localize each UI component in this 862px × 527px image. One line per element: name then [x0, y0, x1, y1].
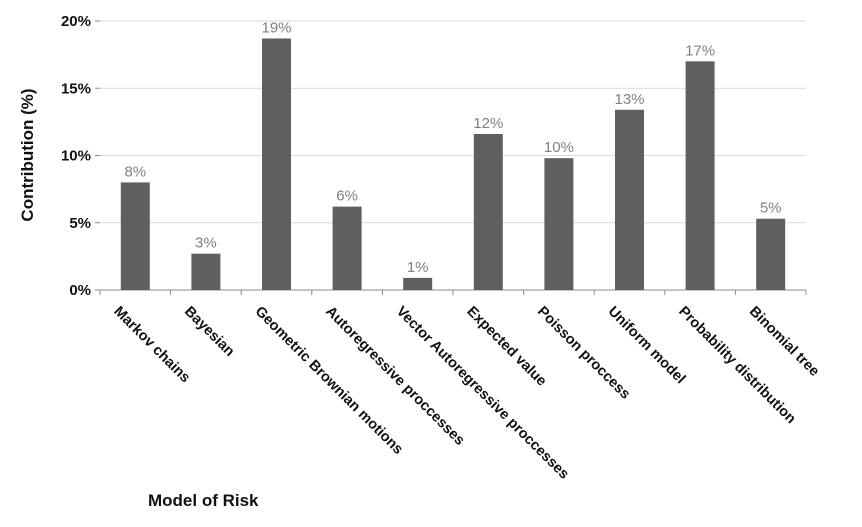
- data-label: 5%: [760, 200, 782, 217]
- y-tick-label: 15%: [61, 80, 91, 97]
- bar: [685, 61, 715, 290]
- y-axis-title: Contribution (%): [18, 88, 37, 221]
- data-label: 17%: [685, 42, 715, 59]
- bar: [756, 218, 786, 290]
- x-tick-label: Markov chains: [110, 304, 193, 387]
- y-tick-label: 0%: [69, 282, 91, 299]
- bars: [120, 38, 786, 291]
- x-tick-label: Bayesian: [181, 304, 237, 360]
- y-tick-label: 10%: [61, 148, 91, 165]
- data-label: 8%: [124, 163, 146, 180]
- data-label: 13%: [614, 91, 644, 108]
- bar: [120, 182, 150, 290]
- y-tick-label: 5%: [69, 215, 91, 232]
- x-tick-label: Autoregressive proccesses: [322, 304, 467, 449]
- data-label: 12%: [473, 115, 503, 132]
- y-axis-ticks: 0% 5% 10% 15% 20%: [61, 13, 100, 299]
- bar: [544, 158, 574, 290]
- bar: [403, 277, 433, 290]
- x-tick-label: Probability distribution: [675, 304, 799, 428]
- data-label: 10%: [544, 139, 574, 156]
- x-tick-label: Binomial tree: [746, 304, 822, 380]
- data-label: 1%: [407, 259, 429, 276]
- bar: [332, 206, 362, 290]
- data-label: 19%: [261, 19, 291, 36]
- bar: [262, 38, 291, 290]
- data-label: 6%: [336, 188, 358, 205]
- data-label: 3%: [195, 235, 217, 252]
- y-tick-label: 20%: [61, 13, 91, 30]
- data-labels: 8% 3% 19% 6% 1% 12% 10% 13% 17% 5%: [124, 19, 781, 275]
- bar: [615, 109, 644, 291]
- bar: [191, 253, 221, 290]
- x-tick-label: Geometric Brownian motions: [252, 304, 406, 458]
- x-axis-title: Model of Risk: [148, 491, 259, 510]
- bar: [473, 133, 503, 290]
